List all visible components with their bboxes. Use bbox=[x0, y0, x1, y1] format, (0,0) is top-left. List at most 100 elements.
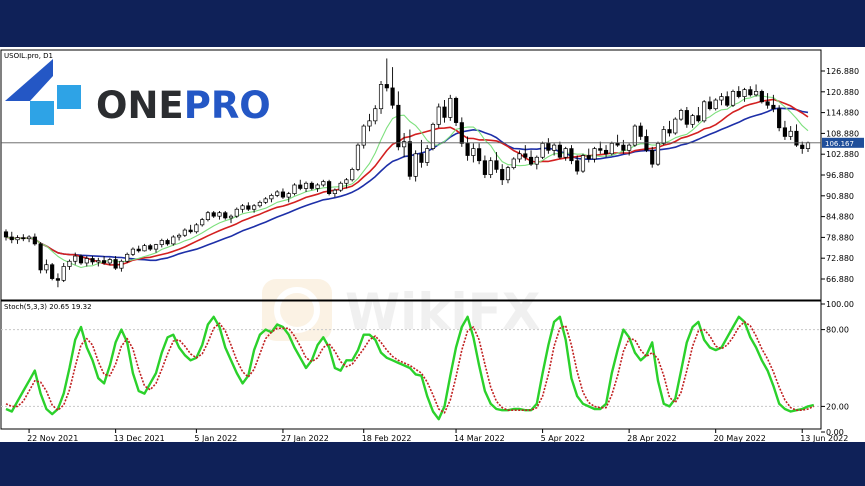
candle-body bbox=[730, 91, 736, 106]
candle-body bbox=[327, 181, 332, 195]
price-chart[interactable]: WikiFX 126.880 120.880 114.880 108.880 102.8… bbox=[0, 47, 865, 442]
candle-body bbox=[742, 89, 747, 97]
candle-body bbox=[107, 259, 112, 264]
time-tick-label: 28 Apr 2022 bbox=[627, 434, 676, 442]
candle-body bbox=[771, 104, 776, 110]
candle-body bbox=[603, 149, 609, 155]
candle-body bbox=[678, 110, 684, 120]
candle-body bbox=[661, 129, 666, 144]
stoch-axis: 100.00 80.00 20.00 0.00 bbox=[1, 300, 854, 437]
candle-body bbox=[800, 144, 805, 149]
time-tick-label: 22 Nov 2021 bbox=[27, 434, 78, 442]
candle-body bbox=[217, 212, 222, 217]
candle-body bbox=[263, 198, 268, 203]
candle-body bbox=[130, 248, 136, 255]
candle-body bbox=[361, 125, 366, 146]
candle-body bbox=[171, 236, 176, 245]
candle-body bbox=[275, 191, 280, 196]
candle-body bbox=[725, 96, 730, 106]
watermark-text: WikiFX bbox=[345, 283, 540, 341]
candle-body bbox=[15, 237, 20, 241]
candle-body bbox=[534, 156, 539, 165]
logo-text-pro: PRO bbox=[183, 84, 271, 127]
candle-body bbox=[805, 142, 811, 149]
price-tick-label: 72.880 bbox=[826, 254, 854, 263]
candle-body bbox=[638, 125, 643, 137]
candle-body bbox=[748, 89, 753, 96]
onepro-logo: ONEPRO bbox=[4, 59, 271, 139]
chart-frame: WikiFX 126.880 120.880 114.880 108.880 102.8… bbox=[0, 47, 865, 442]
price-tick-label: 66.880 bbox=[826, 275, 854, 284]
candle-body bbox=[696, 115, 701, 122]
candle-body bbox=[540, 143, 545, 158]
candle-body bbox=[136, 248, 141, 252]
logo-mark-icon bbox=[5, 59, 81, 127]
candle-body bbox=[303, 182, 309, 189]
candle-body bbox=[205, 212, 211, 221]
time-tick-label: 20 May 2022 bbox=[714, 434, 766, 442]
current-price-marker bbox=[822, 137, 864, 148]
candle-body bbox=[673, 118, 678, 134]
candle-body bbox=[188, 229, 193, 233]
time-tick-label: 27 Jan 2022 bbox=[281, 434, 329, 442]
watermark: WikiFX bbox=[262, 279, 540, 341]
candle-body bbox=[373, 108, 378, 122]
candle-body bbox=[442, 106, 447, 118]
price-tick-label: 84.880 bbox=[826, 213, 854, 222]
candle-body bbox=[482, 160, 487, 175]
stoch-tick-label: 80.00 bbox=[826, 326, 849, 335]
candle-body bbox=[627, 144, 632, 151]
candle-body bbox=[384, 84, 389, 89]
candle-body bbox=[667, 129, 672, 134]
price-tick-label: 126.880 bbox=[826, 67, 859, 76]
candle-body bbox=[165, 240, 170, 245]
candle-body bbox=[719, 96, 724, 101]
candle-body bbox=[557, 144, 562, 158]
candle-body bbox=[609, 143, 614, 155]
candle-body bbox=[707, 101, 712, 110]
candle-body bbox=[430, 123, 436, 149]
candle-body bbox=[78, 255, 84, 264]
candle-body bbox=[794, 130, 799, 146]
time-tick-label: 5 Jan 2022 bbox=[194, 434, 237, 442]
time-tick-label: 14 Mar 2022 bbox=[454, 434, 505, 442]
price-tick-label: 96.880 bbox=[826, 171, 854, 180]
candle-body bbox=[269, 195, 274, 200]
candle-body bbox=[592, 148, 597, 160]
price-tick-label: 114.880 bbox=[826, 109, 859, 118]
candle-body bbox=[396, 104, 401, 148]
stoch-tick-label: 0.00 bbox=[826, 428, 844, 437]
candle-body bbox=[690, 115, 695, 125]
candle-body bbox=[26, 236, 32, 240]
candle-body bbox=[344, 179, 349, 184]
candle-body bbox=[390, 87, 395, 106]
price-tick-label: 78.880 bbox=[826, 233, 854, 242]
candle-body bbox=[546, 143, 551, 151]
candle-body bbox=[569, 148, 574, 162]
candle-body bbox=[286, 193, 291, 198]
candle-body bbox=[655, 143, 661, 165]
candle-body bbox=[563, 148, 568, 158]
candle-body bbox=[309, 182, 314, 189]
candle-body bbox=[402, 141, 407, 148]
stoch-pane bbox=[0, 300, 822, 430]
candle-body bbox=[32, 236, 37, 245]
candle-body bbox=[575, 160, 580, 172]
candle-body bbox=[321, 181, 326, 186]
candle-body bbox=[511, 158, 516, 169]
candle-body bbox=[84, 258, 89, 264]
candle-body bbox=[159, 240, 164, 245]
candle-body bbox=[338, 182, 343, 191]
price-axis: 126.880 120.880 114.880 108.880 102.880 96.88… bbox=[821, 67, 859, 284]
candle-body bbox=[234, 208, 239, 217]
candle-body bbox=[586, 155, 591, 160]
candle-body bbox=[621, 144, 626, 151]
candle-body bbox=[142, 245, 147, 252]
candle-body bbox=[211, 212, 216, 217]
candle-body bbox=[113, 259, 118, 269]
candle-body bbox=[765, 101, 770, 106]
candle-body bbox=[528, 156, 534, 165]
candle-body bbox=[240, 205, 245, 210]
time-tick-label: 18 Feb 2022 bbox=[362, 434, 412, 442]
candle-body bbox=[119, 260, 124, 269]
